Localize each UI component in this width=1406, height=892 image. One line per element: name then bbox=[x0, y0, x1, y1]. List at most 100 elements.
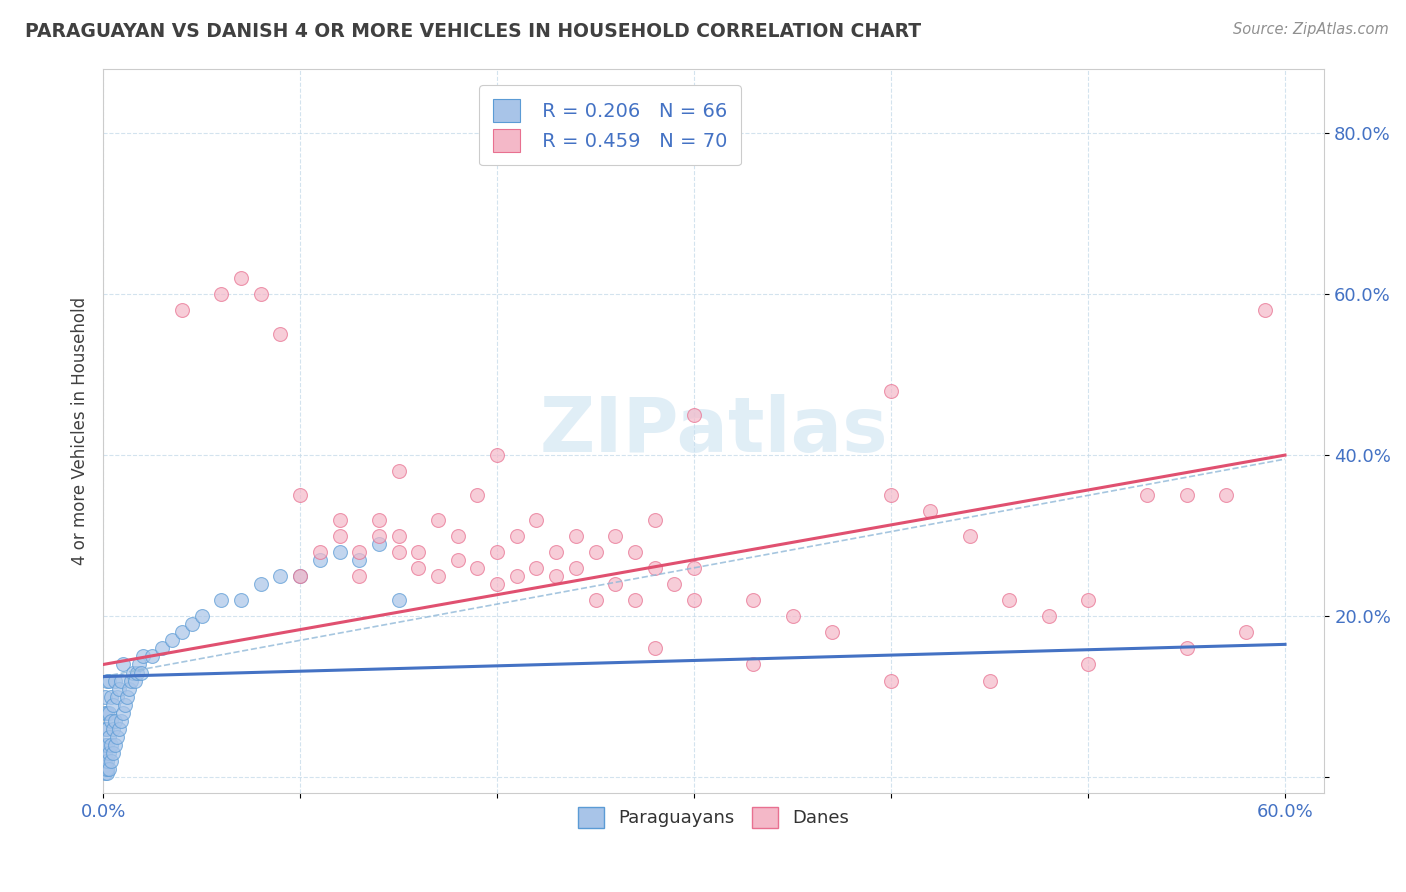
Point bbox=[108, 681, 131, 696]
Point bbox=[959, 528, 981, 542]
Point bbox=[229, 593, 252, 607]
Point bbox=[742, 593, 765, 607]
Point bbox=[96, 722, 118, 736]
Point bbox=[1234, 625, 1257, 640]
Point bbox=[114, 698, 136, 712]
Point bbox=[249, 287, 271, 301]
Point bbox=[105, 730, 128, 744]
Point bbox=[129, 665, 152, 680]
Point bbox=[98, 706, 121, 720]
Point bbox=[288, 488, 311, 502]
Point bbox=[100, 754, 122, 768]
Point bbox=[110, 673, 132, 688]
Point bbox=[1175, 488, 1198, 502]
Point bbox=[160, 633, 183, 648]
Point bbox=[683, 561, 706, 575]
Point bbox=[105, 690, 128, 704]
Point bbox=[249, 577, 271, 591]
Point bbox=[467, 488, 489, 502]
Point bbox=[506, 528, 529, 542]
Point bbox=[644, 512, 666, 526]
Point bbox=[328, 545, 350, 559]
Point bbox=[880, 673, 903, 688]
Point bbox=[98, 762, 121, 776]
Point bbox=[367, 537, 389, 551]
Point bbox=[111, 657, 134, 672]
Point bbox=[120, 673, 142, 688]
Point bbox=[1038, 609, 1060, 624]
Point bbox=[94, 746, 117, 760]
Point bbox=[546, 545, 568, 559]
Point bbox=[821, 625, 844, 640]
Point bbox=[170, 625, 193, 640]
Point bbox=[104, 738, 127, 752]
Point bbox=[585, 593, 607, 607]
Point bbox=[486, 448, 509, 462]
Point bbox=[94, 758, 117, 772]
Point bbox=[526, 512, 548, 526]
Point bbox=[118, 681, 141, 696]
Point bbox=[108, 722, 131, 736]
Point bbox=[100, 690, 122, 704]
Point bbox=[347, 569, 370, 583]
Point bbox=[96, 766, 118, 780]
Point bbox=[308, 553, 330, 567]
Point bbox=[328, 512, 350, 526]
Point bbox=[427, 569, 450, 583]
Point bbox=[447, 553, 470, 567]
Point bbox=[96, 706, 118, 720]
Point bbox=[125, 665, 148, 680]
Point bbox=[94, 750, 117, 764]
Point bbox=[367, 512, 389, 526]
Point bbox=[101, 722, 124, 736]
Point bbox=[104, 673, 127, 688]
Point bbox=[101, 746, 124, 760]
Point bbox=[150, 641, 173, 656]
Point bbox=[115, 690, 138, 704]
Point bbox=[94, 690, 117, 704]
Point bbox=[209, 287, 232, 301]
Point bbox=[269, 569, 291, 583]
Point bbox=[880, 488, 903, 502]
Point bbox=[624, 593, 647, 607]
Point bbox=[128, 657, 150, 672]
Point bbox=[100, 738, 122, 752]
Point bbox=[408, 561, 430, 575]
Point bbox=[1077, 657, 1099, 672]
Point bbox=[605, 528, 627, 542]
Y-axis label: 4 or more Vehicles in Household: 4 or more Vehicles in Household bbox=[72, 297, 89, 565]
Point bbox=[170, 303, 193, 318]
Point bbox=[100, 714, 122, 728]
Point bbox=[121, 665, 143, 680]
Point bbox=[347, 545, 370, 559]
Point bbox=[288, 569, 311, 583]
Point bbox=[96, 762, 118, 776]
Point bbox=[1175, 641, 1198, 656]
Point bbox=[141, 649, 163, 664]
Point bbox=[131, 649, 153, 664]
Text: ZIPatlas: ZIPatlas bbox=[540, 394, 889, 468]
Text: Source: ZipAtlas.com: Source: ZipAtlas.com bbox=[1233, 22, 1389, 37]
Point bbox=[190, 609, 212, 624]
Point bbox=[486, 545, 509, 559]
Point bbox=[486, 577, 509, 591]
Point bbox=[467, 561, 489, 575]
Point bbox=[506, 569, 529, 583]
Point bbox=[124, 673, 146, 688]
Point bbox=[447, 528, 470, 542]
Point bbox=[104, 714, 127, 728]
Point bbox=[408, 545, 430, 559]
Point bbox=[94, 766, 117, 780]
Point bbox=[387, 545, 409, 559]
Point bbox=[101, 698, 124, 712]
Point bbox=[111, 706, 134, 720]
Point bbox=[96, 673, 118, 688]
Point bbox=[98, 673, 121, 688]
Point bbox=[565, 561, 588, 575]
Point bbox=[229, 271, 252, 285]
Point bbox=[427, 512, 450, 526]
Point bbox=[742, 657, 765, 672]
Point bbox=[98, 746, 121, 760]
Point bbox=[605, 577, 627, 591]
Text: PARAGUAYAN VS DANISH 4 OR MORE VEHICLES IN HOUSEHOLD CORRELATION CHART: PARAGUAYAN VS DANISH 4 OR MORE VEHICLES … bbox=[25, 22, 921, 41]
